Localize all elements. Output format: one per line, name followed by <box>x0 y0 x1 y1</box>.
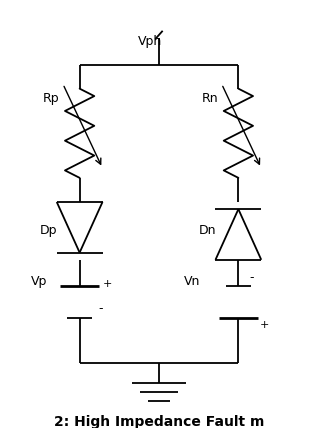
Text: Rp: Rp <box>43 92 59 105</box>
Text: 2: High Impedance Fault m: 2: High Impedance Fault m <box>54 415 264 428</box>
Text: Rn: Rn <box>202 92 218 105</box>
Text: Vn: Vn <box>183 275 200 288</box>
Text: +: + <box>260 320 269 330</box>
Text: +: + <box>102 279 112 289</box>
Text: -: - <box>98 302 102 315</box>
Text: Dn: Dn <box>199 224 216 238</box>
Text: Vp: Vp <box>31 275 47 288</box>
Text: Dp: Dp <box>40 224 58 238</box>
Text: -: - <box>250 271 254 284</box>
Text: Vph: Vph <box>138 35 162 48</box>
